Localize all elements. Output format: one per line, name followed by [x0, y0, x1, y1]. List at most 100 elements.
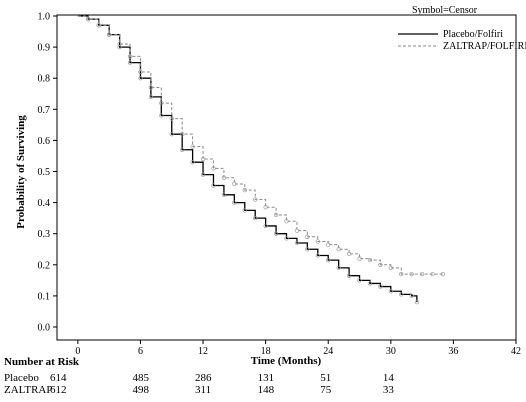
placebo-censor-mark: [169, 132, 174, 137]
x-tick-label: 12: [198, 346, 208, 357]
legend-title: Symbol=Censor: [412, 5, 478, 16]
zaltrap-censor-mark: [221, 175, 227, 180]
zaltrap-censor-mark: [263, 205, 268, 210]
risk-cell: 614: [50, 372, 67, 384]
risk-cell: 498: [132, 384, 149, 396]
placebo-censor-mark: [159, 113, 164, 118]
y-tick-label: 0.1: [38, 291, 51, 302]
y-tick-label: 0.2: [38, 260, 51, 271]
zaltrap-censor-mark: [440, 271, 446, 277]
zaltrap-censor-mark: [86, 16, 91, 22]
x-tick-label: 42: [511, 346, 521, 357]
survival-curves: [77, 15, 446, 305]
risk-cell: 311: [195, 384, 212, 396]
x-tick-label: 6: [138, 346, 143, 357]
placebo-censor-mark: [357, 278, 362, 283]
risk-table-header: Number at Risk: [4, 356, 79, 368]
placebo-censor-mark: [388, 289, 393, 294]
y-tick-label: 0.4: [38, 198, 51, 209]
zaltrap-censor-mark: [96, 23, 101, 28]
zaltrap-censor-mark: [294, 228, 300, 233]
zaltrap-censor-mark: [315, 239, 320, 244]
zaltrap-censor-mark: [346, 251, 352, 257]
placebo-censor-mark: [305, 247, 310, 252]
risk-cell: 485: [132, 372, 149, 384]
legend: Symbol=Censor Placebo/Folfiri ZALTRAP/FO…: [398, 5, 526, 52]
placebo-censor-mark: [148, 94, 154, 100]
placebo-censor-mark: [336, 265, 341, 271]
zaltrap-censor-mark: [419, 271, 425, 277]
zaltrap-censor-mark: [232, 181, 237, 187]
placebo-censor-mark: [315, 253, 320, 258]
zaltrap-censor-mark: [326, 242, 331, 247]
zaltrap-censor-mark: [159, 100, 164, 106]
y-tick-label: 0.5: [38, 167, 51, 178]
x-axis-ticks: 0 6 12 18 24 30 36 42: [75, 340, 521, 357]
zaltrap-censor-mark: [284, 219, 289, 224]
plot-frame: [56, 14, 517, 341]
zaltrap-censor-mark: [190, 144, 195, 149]
placebo-censor-mark: [346, 273, 352, 278]
zaltrap-censor-mark: [399, 271, 404, 277]
placebo-censor-mark: [294, 240, 300, 246]
placebo-censor-mark: [253, 215, 258, 221]
placebo-censor-mark: [378, 284, 383, 289]
placebo-censor-mark: [409, 293, 414, 299]
x-tick-label: 30: [386, 346, 396, 357]
placebo-censor-mark: [242, 208, 247, 213]
risk-row-label: ZALTRAP: [4, 384, 53, 396]
y-tick-label: 0.7: [38, 105, 51, 116]
placebo-censor-mark: [211, 183, 216, 188]
risk-row-label: Placebo: [4, 372, 39, 384]
placebo-censor-mark: [263, 223, 268, 229]
zaltrap-censor-mark: [336, 247, 341, 252]
y-tick-label: 0.0: [38, 323, 51, 334]
placebo-censor-mark: [326, 257, 331, 263]
placebo-censor-mark: [117, 44, 122, 50]
zaltrap-censor-mark: [107, 32, 112, 37]
x-axis-label: Time (Months): [251, 355, 322, 367]
risk-cell: 286: [195, 372, 212, 384]
zaltrap-censor-mark: [367, 257, 373, 263]
placebo-censor-mark: [414, 299, 420, 305]
zaltrap-censor-mark: [242, 188, 247, 193]
zaltrap-censor-mark: [253, 197, 258, 202]
zaltrap-censor-mark: [211, 166, 216, 171]
zaltrap-censor-mark: [388, 265, 393, 271]
y-axis-label: Probability of Surviving: [15, 115, 27, 229]
risk-cell: 14: [382, 372, 394, 384]
x-tick-label: 0: [75, 346, 80, 357]
zaltrap-censor-mark: [409, 271, 414, 277]
zaltrap-censor-mark: [180, 132, 185, 137]
placebo-censor-mark: [273, 231, 279, 236]
risk-cell: 51: [320, 372, 332, 384]
placebo-censor-mark: [399, 292, 404, 297]
zaltrap-curve: [77, 15, 443, 275]
risk-cell: 131: [257, 372, 275, 384]
y-tick-label: 0.8: [38, 74, 51, 85]
zaltrap-censor-mark: [273, 212, 279, 218]
zaltrap-censor-mark: [430, 271, 435, 277]
y-tick-label: 0.9: [38, 43, 51, 54]
y-axis-ticks: 0.0 0.1 0.2 0.3 0.4 0.5 0.6 0.7 0.8 0.9 1.0: [38, 12, 57, 334]
zaltrap-censor-mark: [378, 262, 383, 267]
placebo-censor-mark: [284, 236, 289, 241]
placebo-censor-mark: [200, 172, 206, 177]
placebo-censor-mark: [232, 200, 237, 205]
placebo-curve: [77, 15, 418, 303]
zaltrap-censor-mark: [305, 234, 310, 239]
risk-cell: 75: [320, 384, 332, 396]
zaltrap-censor-mark: [117, 41, 122, 47]
y-tick-label: 0.3: [38, 229, 51, 240]
risk-cell: 612: [50, 384, 67, 396]
zaltrap-censor-mark: [127, 54, 133, 59]
x-tick-label: 24: [323, 346, 333, 357]
zaltrap-censor-mark: [357, 256, 362, 261]
zaltrap-censor-mark: [148, 85, 154, 90]
placebo-censor-mark: [127, 60, 133, 65]
placebo-censor-mark: [138, 76, 143, 81]
risk-cell: 33: [382, 384, 394, 396]
placebo-censor-mark: [180, 147, 185, 152]
zaltrap-censor-mark: [200, 156, 206, 162]
